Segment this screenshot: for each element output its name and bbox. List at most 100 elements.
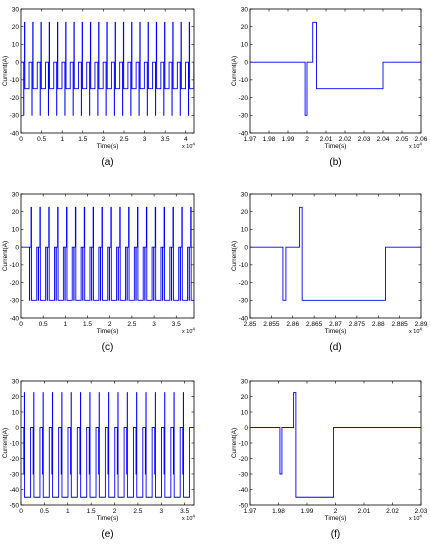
x-tick-label: 2.5 — [133, 508, 142, 515]
y-tick-label: 0 — [244, 59, 248, 66]
x-tick-label: 2.89 — [415, 321, 428, 328]
y-tick-label: -10 — [10, 262, 20, 269]
x-axis-title: Time(s) — [325, 143, 347, 150]
y-axis-title: Current(A) — [2, 56, 9, 86]
y-tick-label: -40 — [239, 130, 249, 137]
x-multiplier: x 104 — [409, 327, 422, 336]
panel-b: 1.97 1.98 1.99 2 2.01 2.02 2.03 2.04 2.05 2.06 -40… — [231, 6, 428, 168]
x-tick-label: 2.5 — [127, 321, 136, 328]
panel-caption: (e) — [101, 529, 113, 540]
x-tick-label: 1.97 — [244, 508, 257, 515]
x-tick-label: 2 — [113, 508, 117, 515]
y-tick-label: -20 — [10, 280, 20, 287]
x-axis-title: Time(s) — [325, 328, 347, 335]
y-tick-label: 0 — [15, 425, 19, 432]
x-multiplier: x 104 — [409, 514, 422, 523]
x-tick-label: 2 — [334, 508, 338, 515]
x-tick-label: 1.97 — [244, 136, 257, 143]
x-tick-label: 1.5 — [78, 136, 87, 143]
x-tick-label: 0 — [19, 508, 23, 515]
y-tick-label: 30 — [12, 191, 20, 198]
x-tick-label: 2.04 — [377, 136, 390, 143]
x-tick-label: 3 — [159, 508, 163, 515]
y-tick-label: -10 — [239, 262, 249, 269]
x-tick-label: 3.5 — [161, 136, 170, 143]
x-axis-title: Time(s) — [97, 143, 119, 150]
panel-d: 2.85 2.855 2.86 2.865 2.87 2.875 2.88 2.885 2.89… — [231, 191, 428, 353]
y-tick-label: 0 — [244, 244, 248, 251]
x-tick-label: 2.01 — [320, 136, 333, 143]
y-tick-label: -40 — [239, 315, 249, 322]
x-tick-label: 0.5 — [39, 321, 48, 328]
x-tick-label: 0.5 — [40, 508, 49, 515]
x-tick-label: 2.5 — [119, 136, 128, 143]
x-tick-label: 1 — [66, 508, 70, 515]
current-line-c — [21, 206, 194, 301]
x-tick-label: 1.5 — [87, 508, 96, 515]
x-tick-label: 1.5 — [83, 321, 92, 328]
x-tick-label: 3.5 — [180, 508, 189, 515]
panel-caption: (f) — [331, 529, 340, 540]
y-tick-label: 10 — [241, 409, 249, 416]
y-tick-label: 10 — [241, 42, 249, 49]
y-axis-title: Current(A) — [231, 56, 238, 86]
x-tick-label: 0.5 — [37, 136, 46, 143]
y-tick-label: -30 — [10, 113, 20, 120]
current-line-a — [21, 21, 194, 116]
y-tick-label: -20 — [239, 456, 249, 463]
y-tick-label: -40 — [10, 487, 20, 494]
x-tick-label: 2.885 — [391, 321, 408, 328]
y-tick-label: -40 — [10, 130, 20, 137]
y-tick-label: -20 — [239, 280, 249, 287]
x-multiplier: x 104 — [182, 514, 195, 523]
plot-frame — [249, 193, 422, 319]
x-axis-title: Time(s) — [325, 515, 347, 522]
x-tick-label: 4 — [184, 136, 188, 143]
y-tick-label: 10 — [12, 409, 20, 416]
x-tick-label: 0 — [19, 136, 23, 143]
panel-caption: (b) — [329, 157, 341, 168]
y-tick-label: -40 — [239, 487, 249, 494]
x-tick-label: 1.98 — [272, 508, 285, 515]
y-tick-label: 0 — [15, 59, 19, 66]
y-tick-label: -30 — [239, 471, 249, 478]
y-axis-title: Current(A) — [231, 241, 238, 271]
x-multiplier: x 104 — [182, 327, 195, 336]
y-tick-label: 20 — [241, 209, 249, 216]
plot-frame — [249, 8, 422, 134]
y-axis-title: Current(A) — [2, 241, 9, 271]
y-tick-label: 30 — [12, 6, 20, 13]
y-tick-label: 20 — [241, 394, 249, 401]
y-tick-label: -30 — [10, 471, 20, 478]
x-tick-label: 2.865 — [306, 321, 323, 328]
x-tick-label: 2 — [102, 136, 106, 143]
x-tick-label: 2 — [305, 136, 309, 143]
x-tick-label: 3.5 — [172, 321, 181, 328]
y-tick-label: -50 — [10, 502, 20, 509]
panel-a: 0 0.5 1 1.5 2 2.5 3 3.5 4 -40 -30 -20 -10 0 10 20 30 Time… — [2, 6, 195, 168]
x-tick-label: 2.88 — [372, 321, 385, 328]
panel-f: 1.97 1.98 1.99 2 2.01 2.02 2.03 -50 -40 -30 -20 -10… — [231, 378, 428, 540]
current-line-e — [21, 392, 194, 498]
y-tick-label: -30 — [10, 298, 20, 305]
current-line-b — [250, 21, 421, 116]
x-tick-label: 2.855 — [263, 321, 280, 328]
y-tick-label: 20 — [12, 24, 20, 31]
x-tick-label: 2.02 — [339, 136, 352, 143]
current-line-d — [250, 206, 421, 301]
y-tick-label: 0 — [15, 244, 19, 251]
x-tick-label: 1.99 — [282, 136, 295, 143]
y-tick-label: -20 — [10, 456, 20, 463]
x-tick-label: 2.06 — [415, 136, 428, 143]
x-tick-label: 3 — [152, 321, 156, 328]
x-axis-title: Time(s) — [97, 328, 119, 335]
y-tick-label: -20 — [10, 95, 20, 102]
y-tick-label: 30 — [241, 191, 249, 198]
x-tick-label: 3 — [143, 136, 147, 143]
x-tick-label: 1.98 — [263, 136, 276, 143]
x-tick-label: 1 — [64, 321, 68, 328]
y-tick-label: -30 — [239, 113, 249, 120]
x-tick-label: 2.86 — [286, 321, 299, 328]
y-axis-title: Current(A) — [231, 428, 238, 458]
